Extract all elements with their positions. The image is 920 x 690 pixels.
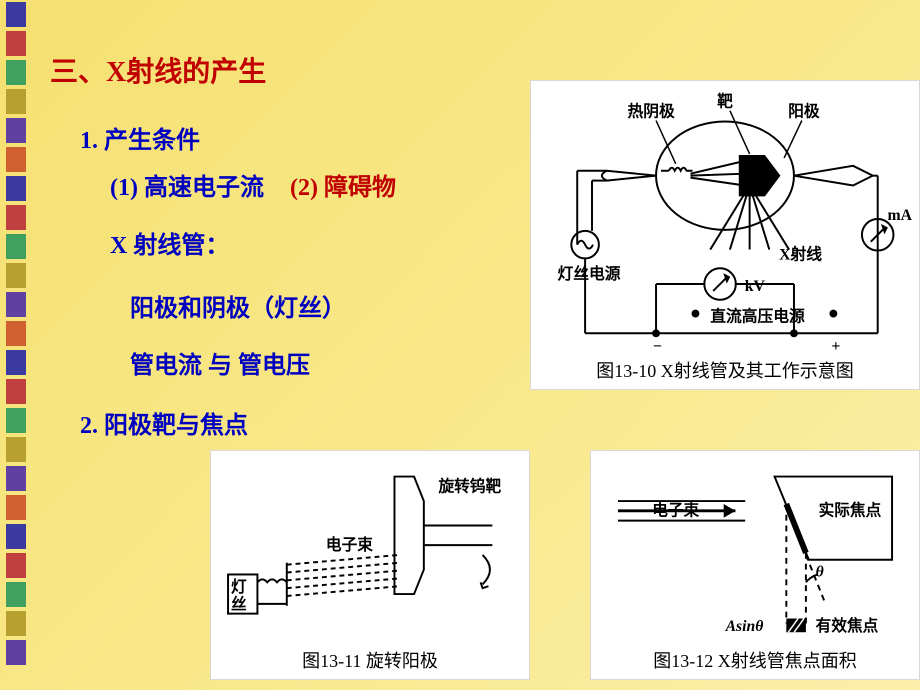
label-rot-target: 旋转钨靶 — [438, 476, 502, 495]
figure-1-caption: 图13-10 X射线管及其工作示意图 — [596, 357, 854, 383]
sidebar-block — [6, 437, 26, 462]
sidebar-block — [6, 640, 26, 665]
label-filament-2b: 丝 — [231, 595, 247, 614]
figure-3-svg: 电子束 实际焦点 θ Asinθ 有效焦点 — [597, 457, 913, 643]
sidebar-block — [6, 234, 26, 259]
sidebar-block — [6, 2, 26, 27]
conditions-line: (1) 高速电子流 (2) 障碍物 — [110, 167, 480, 202]
label-real-focus: 实际焦点 — [819, 501, 882, 520]
label-ebeam-3: 电子束 — [652, 501, 699, 520]
sidebar-block — [6, 60, 26, 85]
condition-2: (2) 障碍物 — [290, 167, 396, 202]
section-1-title: 1. 产生条件 — [80, 120, 480, 155]
figure-1: 靶 热阴极 阳极 X射线 mA 灯丝电源 kV 直流高压电源 − + 图13-1… — [530, 80, 920, 390]
label-plus: + — [831, 338, 840, 353]
condition-1: (1) 高速电子流 — [110, 167, 264, 202]
figure-2-svg: 旋转钨靶 电子束 灯 丝 — [217, 457, 523, 643]
sidebar-block — [6, 147, 26, 172]
figure-1-svg: 靶 热阴极 阳极 X射线 mA 灯丝电源 kV 直流高压电源 − + — [537, 87, 913, 353]
label-minus: − — [653, 338, 662, 353]
label-target: 靶 — [717, 92, 733, 111]
sidebar-block — [6, 553, 26, 578]
sidebar-block — [6, 31, 26, 56]
tube-subtitle: 阳极和阴极（灯丝） — [130, 290, 480, 328]
label-dc-hv: 直流高压电源 — [710, 306, 805, 325]
tube-title: X 射线管： — [110, 227, 480, 265]
label-mA: mA — [888, 207, 913, 224]
label-filament-src: 灯丝电源 — [558, 264, 621, 283]
label-filament-2a: 灯 — [231, 578, 247, 596]
sidebar-block — [6, 524, 26, 549]
sidebar-block — [6, 350, 26, 375]
label-cathode: 热阴极 — [627, 102, 674, 121]
sidebar-block — [6, 176, 26, 201]
sidebar-block — [6, 611, 26, 636]
sidebar-block — [6, 205, 26, 230]
sidebar-block — [6, 582, 26, 607]
sidebar-block — [6, 466, 26, 491]
label-anode: 阳极 — [788, 102, 820, 121]
sidebar-block — [6, 292, 26, 317]
sidebar-block — [6, 118, 26, 143]
label-kV: kV — [745, 278, 766, 295]
figure-3-caption: 图13-12 X射线管焦点面积 — [653, 647, 857, 673]
label-eff-focus: 有效焦点 — [816, 616, 879, 635]
figure-2: 旋转钨靶 电子束 灯 丝 图13-11 旋转阳极 — [210, 450, 530, 680]
label-xray: X射线 — [779, 244, 822, 263]
sidebar-block — [6, 408, 26, 433]
figure-3: 电子束 实际焦点 θ Asinθ 有效焦点 图13-12 X射线管焦点面积 — [590, 450, 920, 680]
sidebar-block — [6, 379, 26, 404]
sidebar-block — [6, 263, 26, 288]
label-ebeam-2: 电子束 — [326, 535, 373, 554]
tube-line2: 管电流 与 管电压 — [130, 347, 480, 385]
label-asin: Asinθ — [725, 618, 764, 635]
sidebar-block — [6, 321, 26, 346]
sidebar-block — [6, 89, 26, 114]
section-2-title: 2. 阳极靶与焦点 — [80, 405, 480, 440]
figure-2-caption: 图13-11 旋转阳极 — [302, 647, 438, 673]
label-theta: θ — [816, 563, 824, 580]
sidebar-block — [6, 495, 26, 520]
